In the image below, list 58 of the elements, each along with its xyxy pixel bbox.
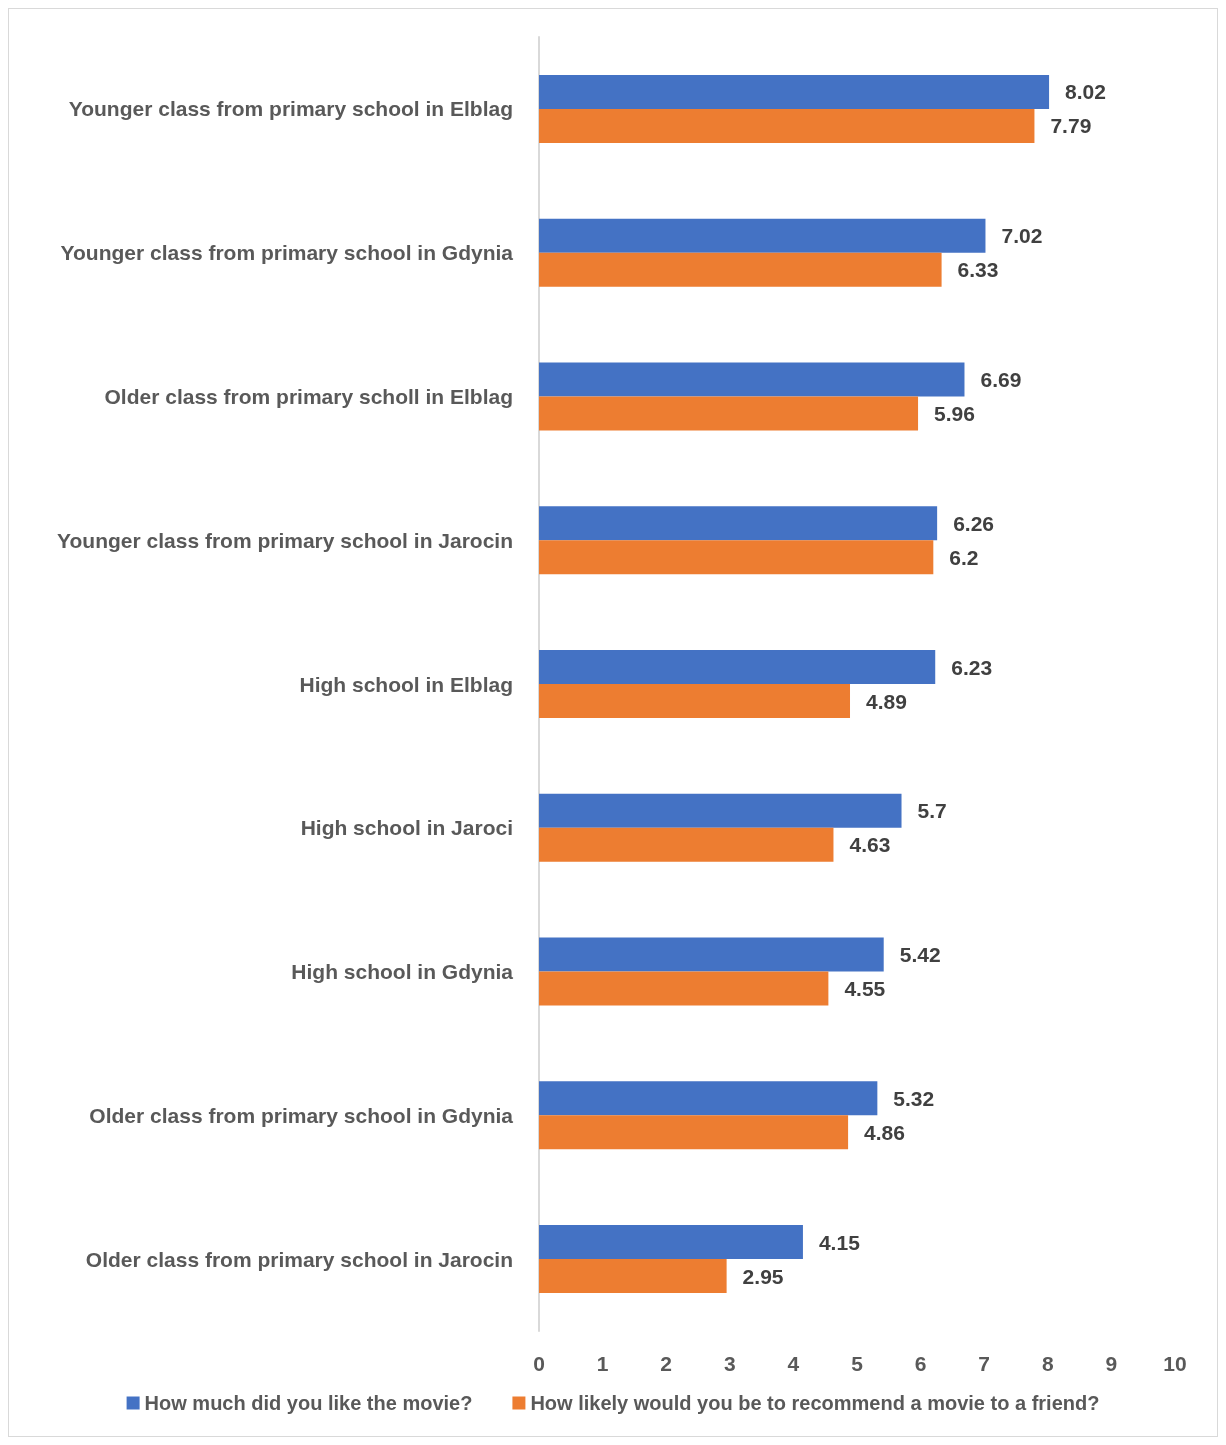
x-tick-label: 1 — [596, 1352, 609, 1375]
y-tick-label: Younger class from primary school in Jarocin — [57, 528, 513, 552]
bar — [539, 540, 934, 575]
y-tick-label: High school in Gdynia — [291, 960, 514, 984]
data-label: 5.96 — [934, 401, 975, 425]
data-label: 7.79 — [1050, 114, 1092, 138]
x-tick-label: 10 — [1163, 1352, 1187, 1375]
data-label: 4.15 — [818, 1230, 861, 1254]
bar — [539, 1081, 878, 1116]
bar — [539, 396, 919, 431]
legend-label: How much did you like the movie? — [144, 1392, 473, 1414]
bar — [539, 1225, 803, 1260]
data-label: 5.32 — [893, 1086, 935, 1110]
data-label: 5.7 — [917, 799, 947, 823]
data-label: 4.86 — [864, 1120, 905, 1144]
data-label: 4.55 — [844, 977, 886, 1001]
data-label: 4.89 — [866, 689, 907, 713]
data-label: 5.42 — [899, 943, 941, 967]
x-tick-label: 3 — [723, 1352, 736, 1375]
data-label: 2.95 — [742, 1264, 784, 1288]
x-tick-label: 6 — [914, 1352, 927, 1375]
bar — [539, 971, 829, 1006]
data-label: 4.63 — [849, 833, 891, 857]
data-label: 6.26 — [953, 511, 995, 535]
data-label: 6.23 — [951, 655, 993, 679]
data-label: 8.02 — [1065, 80, 1106, 104]
bar — [539, 74, 1050, 109]
y-tick-label: High school in Elblag — [299, 672, 513, 696]
bar — [539, 827, 834, 862]
x-tick-label: 0 — [533, 1352, 545, 1375]
bar — [539, 684, 850, 718]
y-tick-label: High school in Jaroci — [300, 816, 513, 840]
bar — [539, 937, 884, 972]
bar — [539, 506, 938, 541]
x-tick-label: 7 — [978, 1352, 991, 1375]
bar — [539, 252, 942, 287]
bar — [539, 793, 902, 828]
bar — [539, 1115, 849, 1150]
bar — [539, 108, 1035, 143]
x-tick-label: 8 — [1041, 1352, 1054, 1375]
bar — [539, 218, 986, 253]
data-label: 6.69 — [980, 367, 1022, 391]
data-label: 6.2 — [949, 545, 979, 569]
data-label: 7.02 — [1001, 224, 1043, 248]
y-tick-label: Older class from primary school in Jarocin — [85, 1247, 513, 1271]
legend-label: How likely would you be to recommend a movie to a friend? — [530, 1392, 1100, 1414]
bar — [539, 650, 936, 684]
x-tick-label: 4 — [787, 1352, 800, 1375]
x-tick-label: 2 — [660, 1352, 673, 1375]
x-tick-label: 5 — [851, 1352, 864, 1375]
y-tick-label: Older class from primary school in Gdynia — [89, 1103, 514, 1127]
bar — [539, 362, 965, 397]
bar — [539, 1259, 727, 1294]
data-label: 6.33 — [957, 258, 999, 282]
x-tick-label: 9 — [1105, 1352, 1118, 1375]
y-tick-label: Younger class from primary school in Elblag — [68, 97, 513, 121]
y-tick-label: Older class from primary scholl in Elblag — [104, 384, 513, 408]
y-tick-label: Younger class from primary school in Gdynia — [60, 241, 514, 265]
